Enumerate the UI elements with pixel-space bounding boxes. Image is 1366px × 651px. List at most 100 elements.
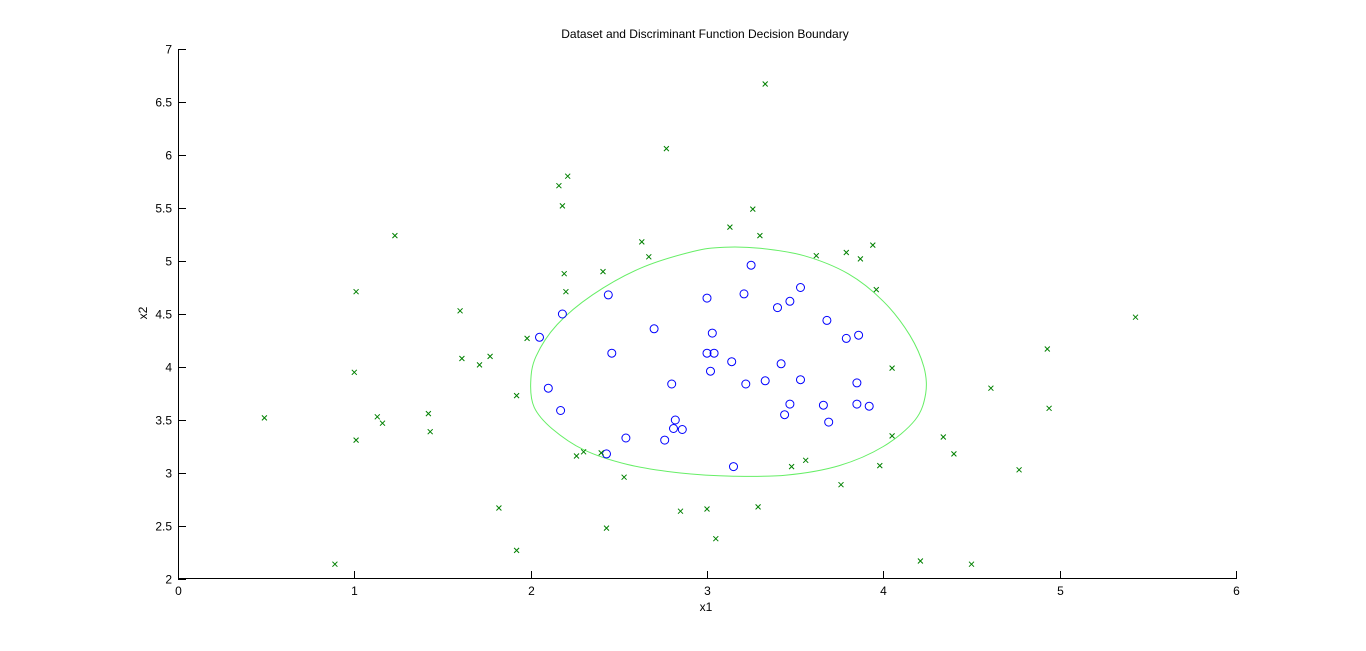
- cross-point: [457, 307, 463, 314]
- circle-point: [707, 328, 717, 338]
- circle-point: [677, 425, 687, 434]
- circle-point: [660, 435, 670, 445]
- y-tick-label: 7: [165, 43, 172, 57]
- cross-point: [513, 392, 520, 399]
- cross-point: [600, 268, 606, 275]
- cross-point: [749, 206, 756, 212]
- cross-point: [1044, 346, 1051, 352]
- x-tick-label: 3: [704, 584, 711, 598]
- cross-point: [564, 173, 571, 180]
- circle-point: [603, 290, 613, 300]
- cross-point: [663, 145, 670, 152]
- cross-point: [1046, 405, 1052, 412]
- cross-point: [917, 558, 924, 564]
- x-tick-label: 5: [1057, 584, 1064, 598]
- circle-point: [776, 359, 786, 369]
- circle-point: [669, 424, 678, 433]
- y-axis-label: x2: [136, 306, 150, 319]
- circle-point: [556, 406, 566, 415]
- circle-point: [760, 376, 770, 386]
- x-ticks: 0 1 2 3 4 5 6: [175, 571, 1240, 598]
- cross-point: [353, 288, 359, 295]
- cross-point: [513, 547, 520, 554]
- cross-point: [755, 504, 761, 510]
- cross-point: [645, 253, 652, 260]
- cross-point: [379, 420, 386, 427]
- circle-point: [852, 399, 862, 409]
- circle-point: [818, 400, 828, 410]
- cross-point: [704, 506, 710, 512]
- cross-point: [573, 453, 580, 459]
- y-tick-label: 4: [165, 361, 172, 375]
- cross-point: [559, 203, 566, 209]
- y-tick-label: 6: [165, 149, 172, 163]
- y-tick-label: 3: [165, 467, 172, 481]
- circle-point: [785, 399, 795, 409]
- circle-point: [706, 366, 715, 376]
- circle-point: [670, 415, 680, 425]
- circle-point: [621, 433, 631, 443]
- circle-point: [739, 289, 749, 299]
- cross-point: [1016, 466, 1022, 473]
- cross-point: [425, 410, 432, 417]
- circle-point: [824, 417, 834, 427]
- cross-point: [496, 505, 502, 511]
- y-tick-label: 3.5: [155, 414, 172, 428]
- cross-point: [869, 242, 876, 248]
- circle-point: [535, 332, 544, 342]
- cross-point: [843, 249, 850, 256]
- circle-point: [841, 333, 851, 343]
- cross-point: [876, 462, 883, 469]
- cross-point: [580, 448, 587, 455]
- circle-point: [773, 303, 782, 313]
- cross-point: [351, 369, 358, 376]
- cross-point: [762, 81, 769, 87]
- circle-point: [854, 330, 864, 340]
- circle-point: [780, 410, 790, 420]
- circle-point: [796, 375, 805, 385]
- cross-point: [988, 385, 994, 392]
- circle-point: [746, 260, 756, 270]
- cross-point: [889, 365, 895, 371]
- circle-point: [785, 296, 795, 306]
- y-tick-label: 2: [165, 573, 172, 587]
- cross-points-layer: [261, 81, 1139, 568]
- cross-point: [802, 457, 809, 464]
- circle-point: [852, 378, 862, 388]
- circle-point: [822, 315, 832, 325]
- decision-boundary-layer: [530, 246, 927, 477]
- circle-point: [702, 348, 712, 358]
- cross-point: [712, 535, 719, 542]
- circle-point: [543, 383, 553, 393]
- y-tick-label: 4.5: [155, 308, 172, 322]
- y-tick-label: 6.5: [155, 96, 172, 110]
- cross-point: [788, 463, 795, 470]
- x-tick-label: 1: [351, 584, 358, 598]
- cross-point: [951, 451, 957, 457]
- cross-point: [476, 362, 483, 368]
- cross-point: [563, 288, 569, 295]
- cross-point: [598, 450, 605, 456]
- y-tick-label: 5.5: [155, 202, 172, 216]
- cross-point: [487, 353, 493, 360]
- x-axis-label: x1: [700, 600, 713, 614]
- cross-point: [677, 508, 684, 515]
- cross-point: [561, 270, 568, 277]
- cross-point: [392, 232, 398, 239]
- cross-point: [353, 437, 359, 443]
- circle-point: [649, 324, 659, 334]
- x-tick-label: 6: [1233, 584, 1240, 598]
- cross-point: [873, 286, 880, 293]
- cross-point: [621, 474, 627, 481]
- circle-points-layer: [535, 260, 874, 472]
- circle-point: [796, 283, 805, 292]
- cross-point: [889, 433, 895, 439]
- y-tick-label: 5: [165, 255, 172, 269]
- circle-point: [557, 309, 567, 319]
- circle-point: [702, 293, 712, 303]
- cross-point: [459, 355, 465, 362]
- circle-point: [727, 357, 737, 367]
- cross-point: [968, 561, 975, 568]
